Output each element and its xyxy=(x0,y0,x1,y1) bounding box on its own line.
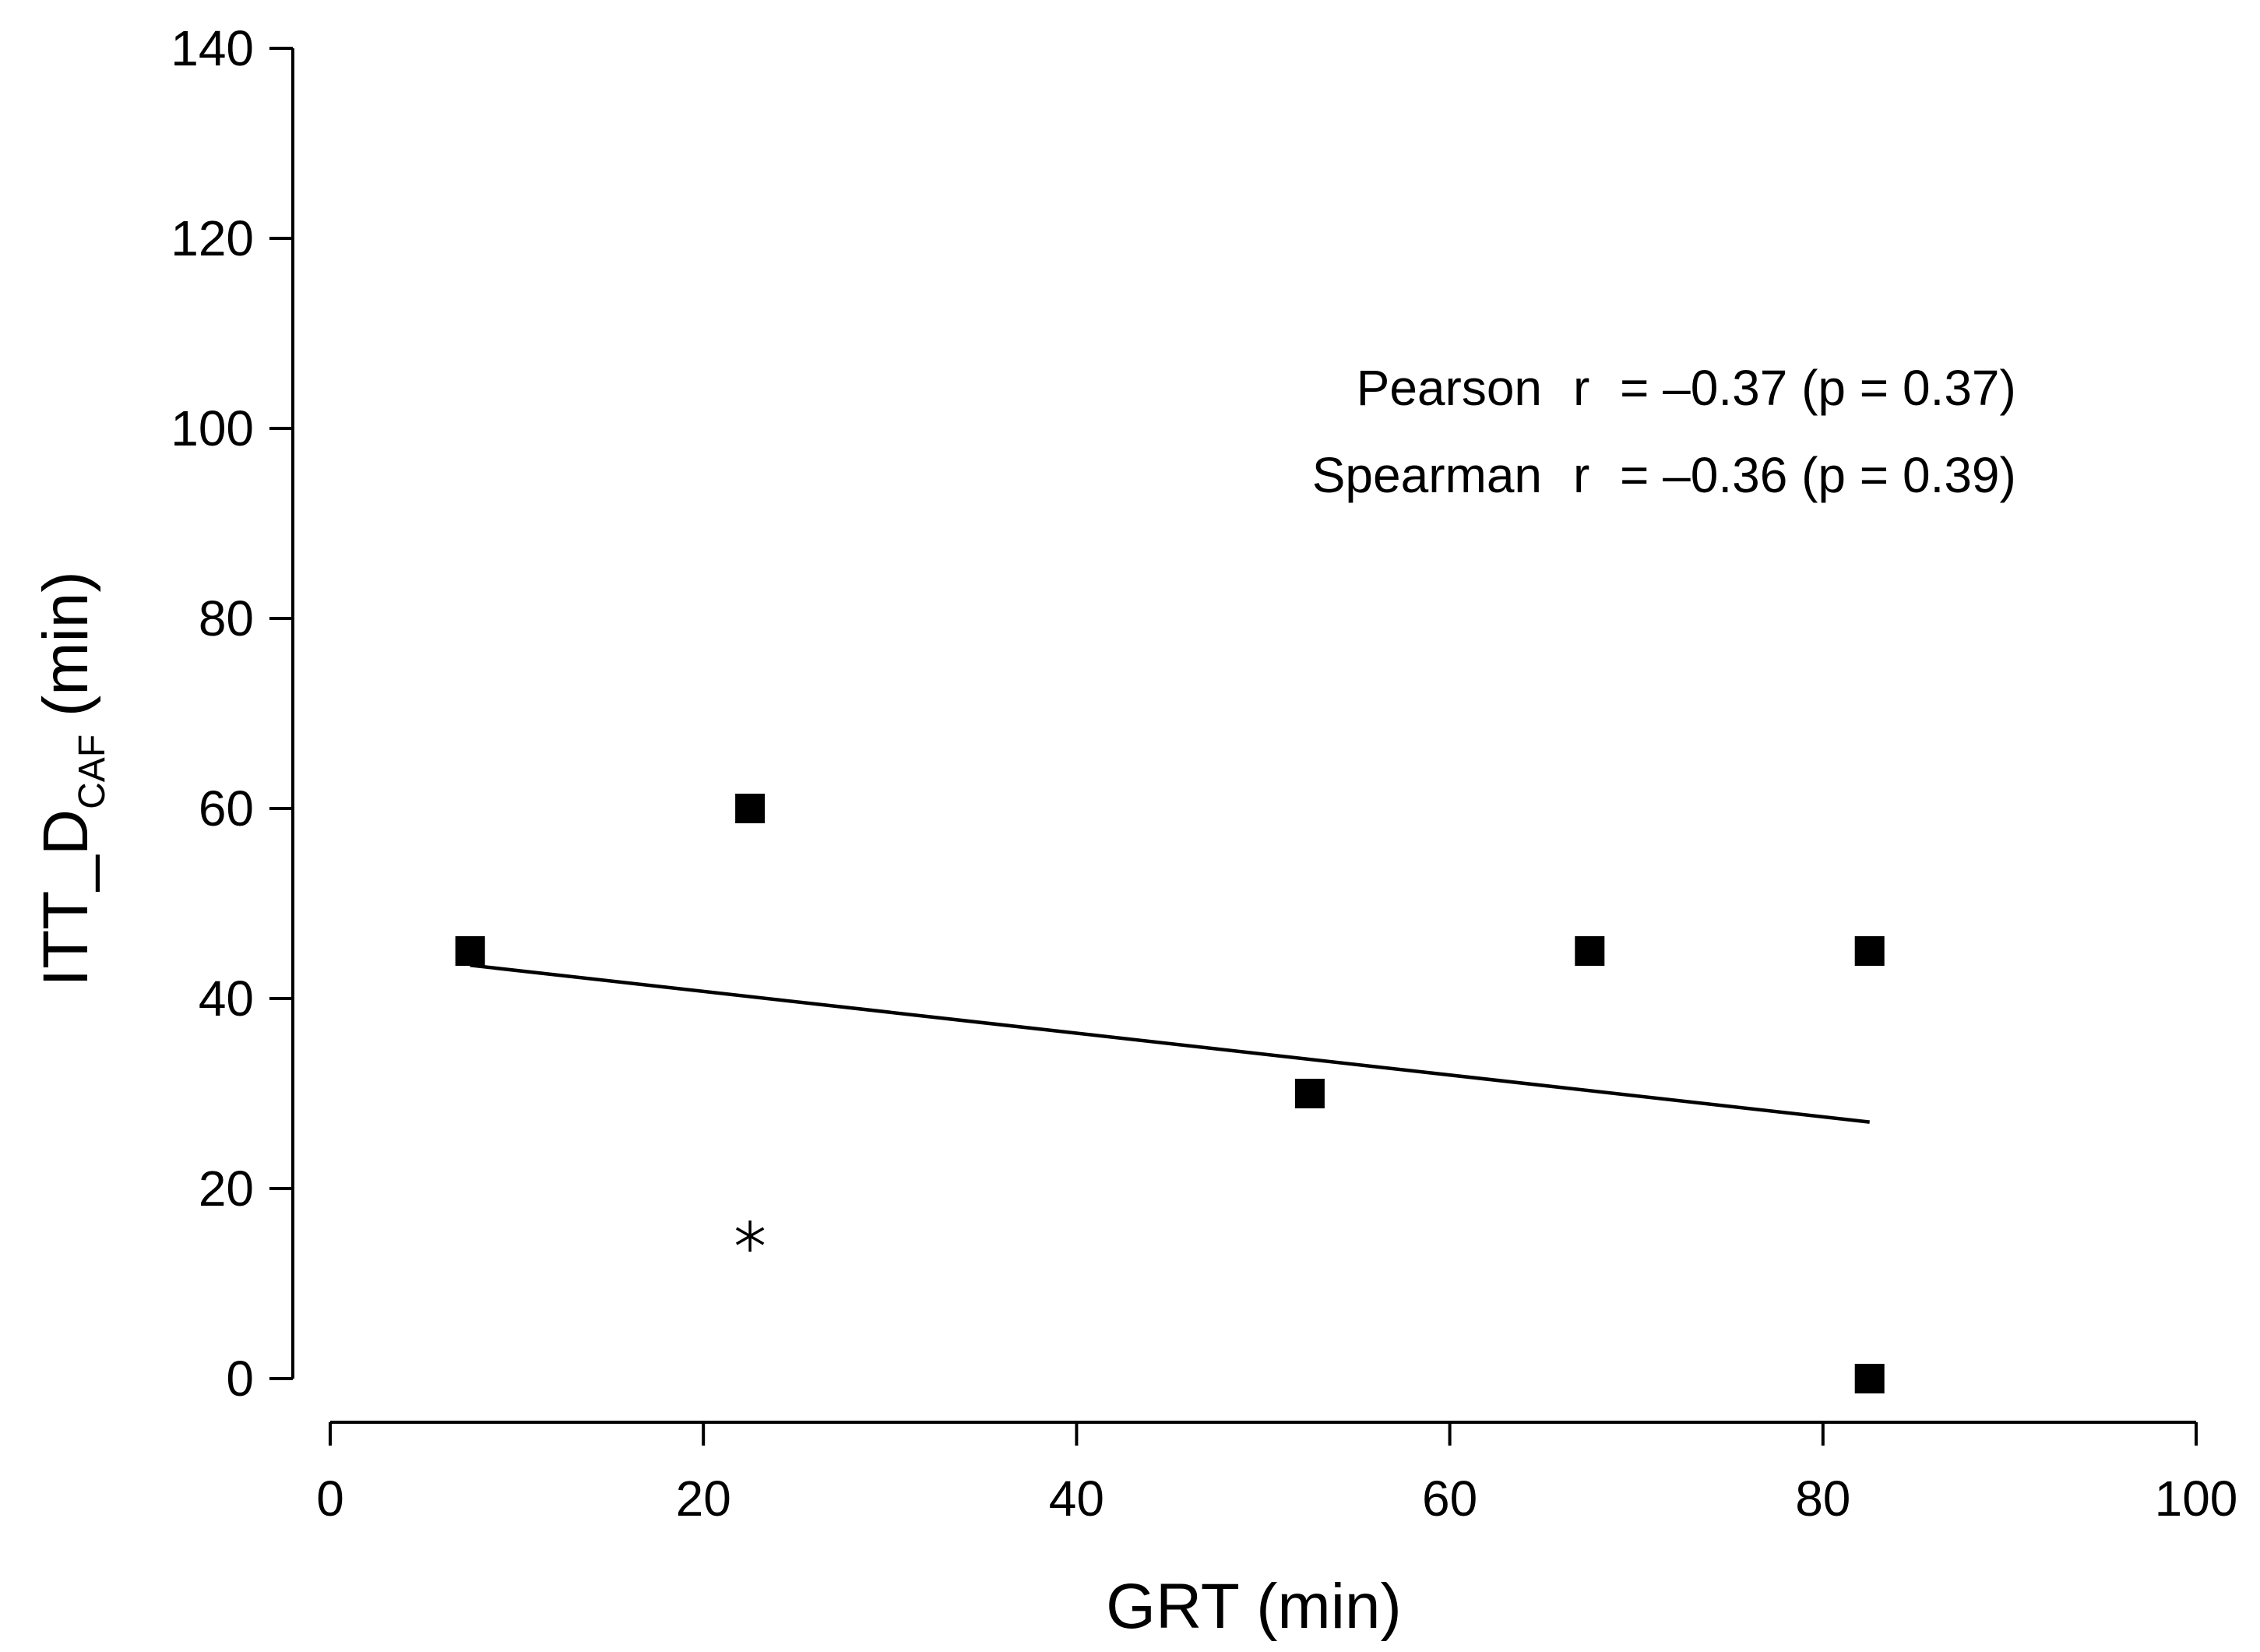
annotation-value-0: = –0.37 (p = 0.37) xyxy=(1620,360,2016,416)
annotation-value-1: = –0.36 (p = 0.39) xyxy=(1620,447,2016,503)
annotation-symbol-0: r xyxy=(1573,360,1589,416)
regression-line xyxy=(470,963,1870,1124)
data-point-22.5-60 xyxy=(735,794,766,823)
y-tick-label-140: 140 xyxy=(171,20,254,76)
data-point-7.5-45 xyxy=(455,936,485,966)
y-axis-title-subscript: CAF xyxy=(72,734,113,809)
data-points xyxy=(455,794,1885,1393)
data-point-82.5-0 xyxy=(1854,1364,1885,1393)
y-tick-label-40: 40 xyxy=(199,970,254,1027)
outlier-point xyxy=(735,1221,765,1252)
annotation-symbol-1: r xyxy=(1573,447,1589,503)
annotation-label-0: Pearson xyxy=(1357,360,1542,416)
x-tick-label-80: 80 xyxy=(1795,1471,1850,1527)
outlier-stroke xyxy=(735,1227,765,1245)
x-axis: 0 20 40 60 80 100 xyxy=(316,1421,2237,1527)
y-tick-label-20: 20 xyxy=(199,1161,254,1217)
y-axis-title: ITT_DCAF (min) xyxy=(30,571,113,986)
y-ticks: 0 20 40 60 80 100 120 140 xyxy=(171,20,293,1407)
y-axis-title-suffix: (min) xyxy=(30,571,101,734)
y-tick-label-100: 100 xyxy=(171,400,254,456)
y-tick-label-0: 0 xyxy=(226,1351,254,1407)
annotation-label-1: Spearman xyxy=(1312,447,1542,503)
data-point-82.5-45 xyxy=(1854,936,1885,966)
x-ticks: 0 20 40 60 80 100 xyxy=(316,1422,2237,1527)
x-axis-title: GRT (min) xyxy=(1106,1571,1402,1642)
x-tick-label-60: 60 xyxy=(1422,1471,1477,1527)
x-tick-label-100: 100 xyxy=(2155,1471,2238,1527)
x-tick-label-40: 40 xyxy=(1049,1471,1104,1527)
y-axis-title-main: ITT_D xyxy=(30,809,101,987)
correlation-annotations: Pearson r = –0.37 (p = 0.37) Spearman r = –0.… xyxy=(1312,360,2016,503)
x-tick-label-20: 20 xyxy=(676,1471,731,1527)
data-point-67.5-45 xyxy=(1575,936,1605,966)
y-tick-label-80: 80 xyxy=(199,590,254,646)
data-point-52.5-30 xyxy=(1294,1079,1325,1108)
x-tick-label-0: 0 xyxy=(316,1471,344,1527)
y-tick-label-120: 120 xyxy=(171,210,254,266)
y-axis: 0 20 40 60 80 100 120 140 xyxy=(171,20,294,1407)
y-tick-label-60: 60 xyxy=(199,780,254,837)
